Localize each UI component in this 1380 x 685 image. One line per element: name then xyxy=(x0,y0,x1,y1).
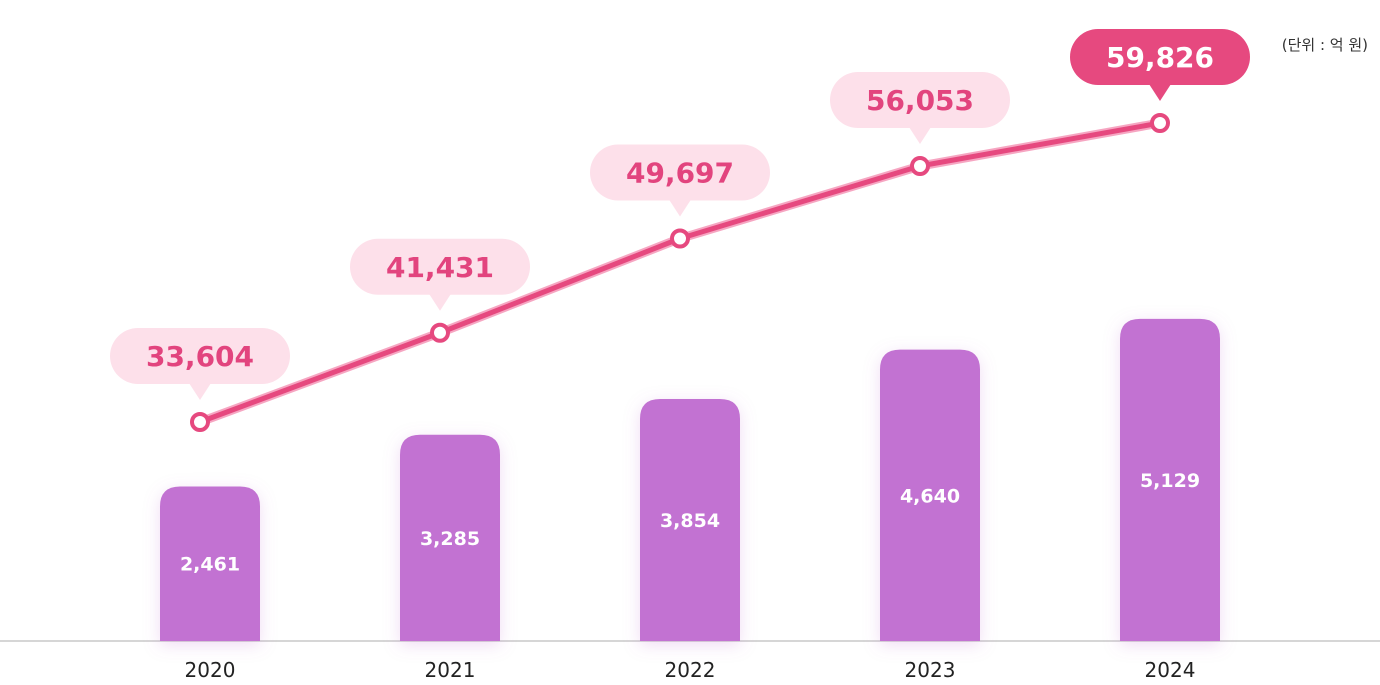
bubble-body xyxy=(1070,29,1250,85)
line-point xyxy=(670,228,690,249)
bar-2024 xyxy=(1120,318,1220,641)
bubble-tail xyxy=(1149,84,1171,101)
line-point xyxy=(1150,113,1170,133)
bar-value-label: 4,640 xyxy=(900,485,960,507)
x-tick-label: 2020 xyxy=(185,658,236,682)
bubble-body xyxy=(350,238,530,295)
bubble-body xyxy=(110,328,290,384)
bubble-body xyxy=(830,72,1010,129)
line-value-label: 33,604 xyxy=(146,340,254,373)
bubble-body xyxy=(590,144,770,201)
bar-2023 xyxy=(880,349,980,641)
bubble-tail xyxy=(189,383,211,400)
bar-2021 xyxy=(400,434,500,641)
line-value-label: 49,697 xyxy=(626,156,734,189)
line-value-bubble: 41,431 xyxy=(350,238,530,311)
line-point xyxy=(190,412,210,432)
line-value-label: 41,431 xyxy=(386,251,494,284)
x-tick-label: 2023 xyxy=(905,658,956,682)
bar-2022 xyxy=(640,398,740,641)
bar-2020 xyxy=(160,486,260,641)
line-value-bubble: 49,697 xyxy=(590,144,770,217)
x-tick-label: 2022 xyxy=(665,658,716,682)
line-point xyxy=(910,156,930,177)
x-tick-label: 2021 xyxy=(425,658,476,682)
line-value-bubble: 33,604 xyxy=(110,328,290,400)
bubble-tail xyxy=(429,293,451,311)
bar-value-label: 3,285 xyxy=(420,528,480,550)
line-value-bubble-highlight: 59,826 xyxy=(1070,29,1250,101)
bar-value-label: 3,854 xyxy=(660,510,720,532)
line-value-bubble: 56,053 xyxy=(830,72,1010,145)
bar-value-label: 2,461 xyxy=(180,554,240,576)
x-tick-label: 2024 xyxy=(1145,658,1196,682)
bar-value-label: 5,129 xyxy=(1140,470,1200,492)
line-point xyxy=(430,322,450,343)
bubble-tail xyxy=(909,127,931,145)
line-value-label: 59,826 xyxy=(1106,41,1214,74)
bubble-tail xyxy=(669,199,691,217)
unit-label: (단위 : 억 원) xyxy=(1281,36,1368,54)
line-value-label: 56,053 xyxy=(866,84,974,117)
